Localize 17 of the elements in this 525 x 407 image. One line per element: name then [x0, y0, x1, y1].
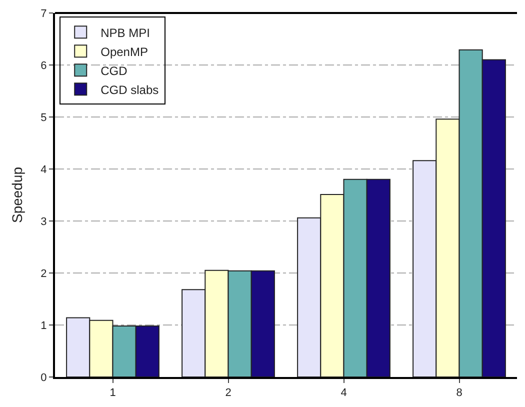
x-tick-label: 8: [456, 387, 462, 400]
x-tick-label: 1: [110, 387, 116, 400]
y-tick-label: 0: [40, 372, 47, 384]
y-tick-label: 3: [40, 216, 47, 228]
legend-label: CGD: [100, 64, 128, 78]
x-tick-label: 4: [340, 387, 347, 400]
legend-label: OpenMP: [100, 44, 148, 59]
legend-label: NPB MPI: [100, 26, 150, 40]
y-tick-label: 1: [40, 320, 47, 332]
x-tick-label: 2: [225, 387, 232, 400]
y-tick-label: 7: [40, 8, 47, 20]
legend-label: CGD slabs: [100, 82, 159, 97]
y-tick-label: 6: [40, 60, 47, 72]
y-tick-label: 4: [40, 164, 47, 176]
y-axis-title: Speedup: [8, 166, 25, 224]
y-tick-label: 5: [40, 112, 47, 124]
y-tick-label: 2: [40, 268, 47, 280]
